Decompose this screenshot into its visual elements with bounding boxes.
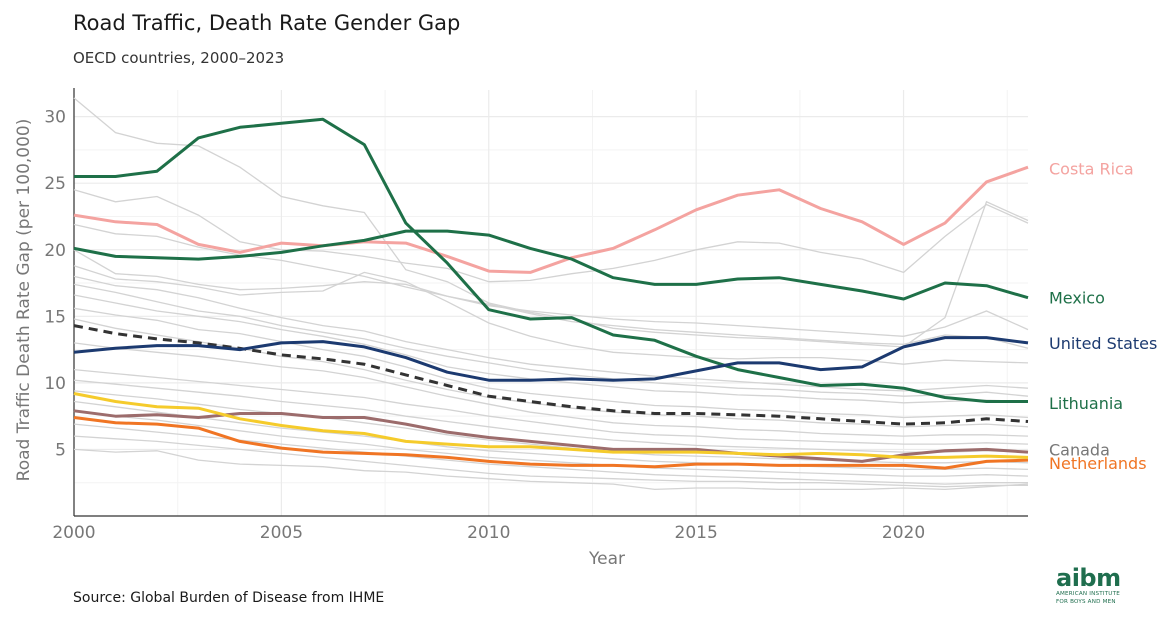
- average-line: [73, 324, 1029, 426]
- x-axis-label: Year: [588, 549, 625, 569]
- y-tick-label: 30: [44, 108, 66, 128]
- grid-lines: [73, 88, 1028, 517]
- series-line-canada: [73, 409, 1029, 463]
- highlighted-country-lines: [73, 117, 1029, 470]
- chart-subtitle: OECD countries, 2000–2023: [73, 49, 285, 67]
- x-tick-label: 2000: [52, 523, 95, 543]
- aibm-logo: aibm AMERICAN INSTITUTE FOR BOYS AND MEN: [1056, 566, 1136, 606]
- series-line-united-states: [73, 336, 1029, 382]
- y-tick-label: 15: [44, 307, 66, 327]
- series-label-costa-rica: Costa Rica: [1049, 160, 1134, 179]
- series-line-lithuania: [73, 229, 1029, 301]
- background-line: [73, 342, 1029, 437]
- background-line: [73, 307, 1029, 419]
- background-line: [73, 189, 1029, 283]
- series-labels: Costa Rica Mexico United States Lithuania Ca…: [1049, 160, 1157, 473]
- background-line: [73, 223, 1029, 337]
- background-line: [73, 435, 1028, 488]
- series-label-lithuania: Lithuania: [1049, 394, 1123, 413]
- series-line-mexico: [74, 117, 1028, 403]
- background-line: [73, 410, 1029, 477]
- series-line-netherlands: [73, 416, 1029, 470]
- x-tick-label: 2020: [882, 523, 925, 543]
- series-line-unlabeled: [73, 392, 1029, 459]
- background-line: [73, 275, 1029, 392]
- series-label-mexico: Mexico: [1049, 289, 1105, 308]
- logo-line-1: AMERICAN INSTITUTE: [1056, 591, 1120, 597]
- background-line: [73, 368, 1029, 445]
- x-axis-ticks: 2000 2005 2010 2015 2020: [52, 523, 925, 543]
- y-axis-label: Road Traffic Death Rate Gap (per 100,000…: [14, 119, 34, 482]
- y-tick-label: 5: [55, 440, 66, 460]
- y-tick-label: 20: [44, 241, 66, 261]
- background-line: [73, 448, 1029, 491]
- background-line: [73, 400, 1029, 471]
- chart-title: Road Traffic, Death Rate Gender Gap: [73, 11, 461, 35]
- x-tick-label: 2015: [675, 523, 718, 543]
- average-line-group: [73, 324, 1029, 426]
- series-label-canada: Canada: [1049, 440, 1110, 459]
- logo-line-2: FOR BOYS AND MEN: [1056, 599, 1116, 605]
- logo-mark: aibm: [1056, 564, 1121, 592]
- background-line: [73, 265, 1029, 365]
- x-tick-label: 2005: [260, 523, 303, 543]
- background-country-lines: [73, 97, 1029, 491]
- background-line: [73, 379, 1029, 453]
- series-label-united-states: United States: [1049, 334, 1157, 353]
- y-tick-label: 25: [44, 174, 66, 194]
- background-line: [73, 97, 1029, 348]
- series-line-costa-rica: [73, 165, 1029, 274]
- background-line: [73, 283, 1029, 397]
- source-note: Source: Global Burden of Disease from IH…: [73, 590, 385, 606]
- series-label-netherlands: Netherlands: [1049, 454, 1147, 473]
- y-tick-label: 10: [44, 374, 66, 394]
- x-tick-label: 2010: [467, 523, 510, 543]
- y-axis-ticks: 5 10 15 20 25 30: [44, 108, 66, 461]
